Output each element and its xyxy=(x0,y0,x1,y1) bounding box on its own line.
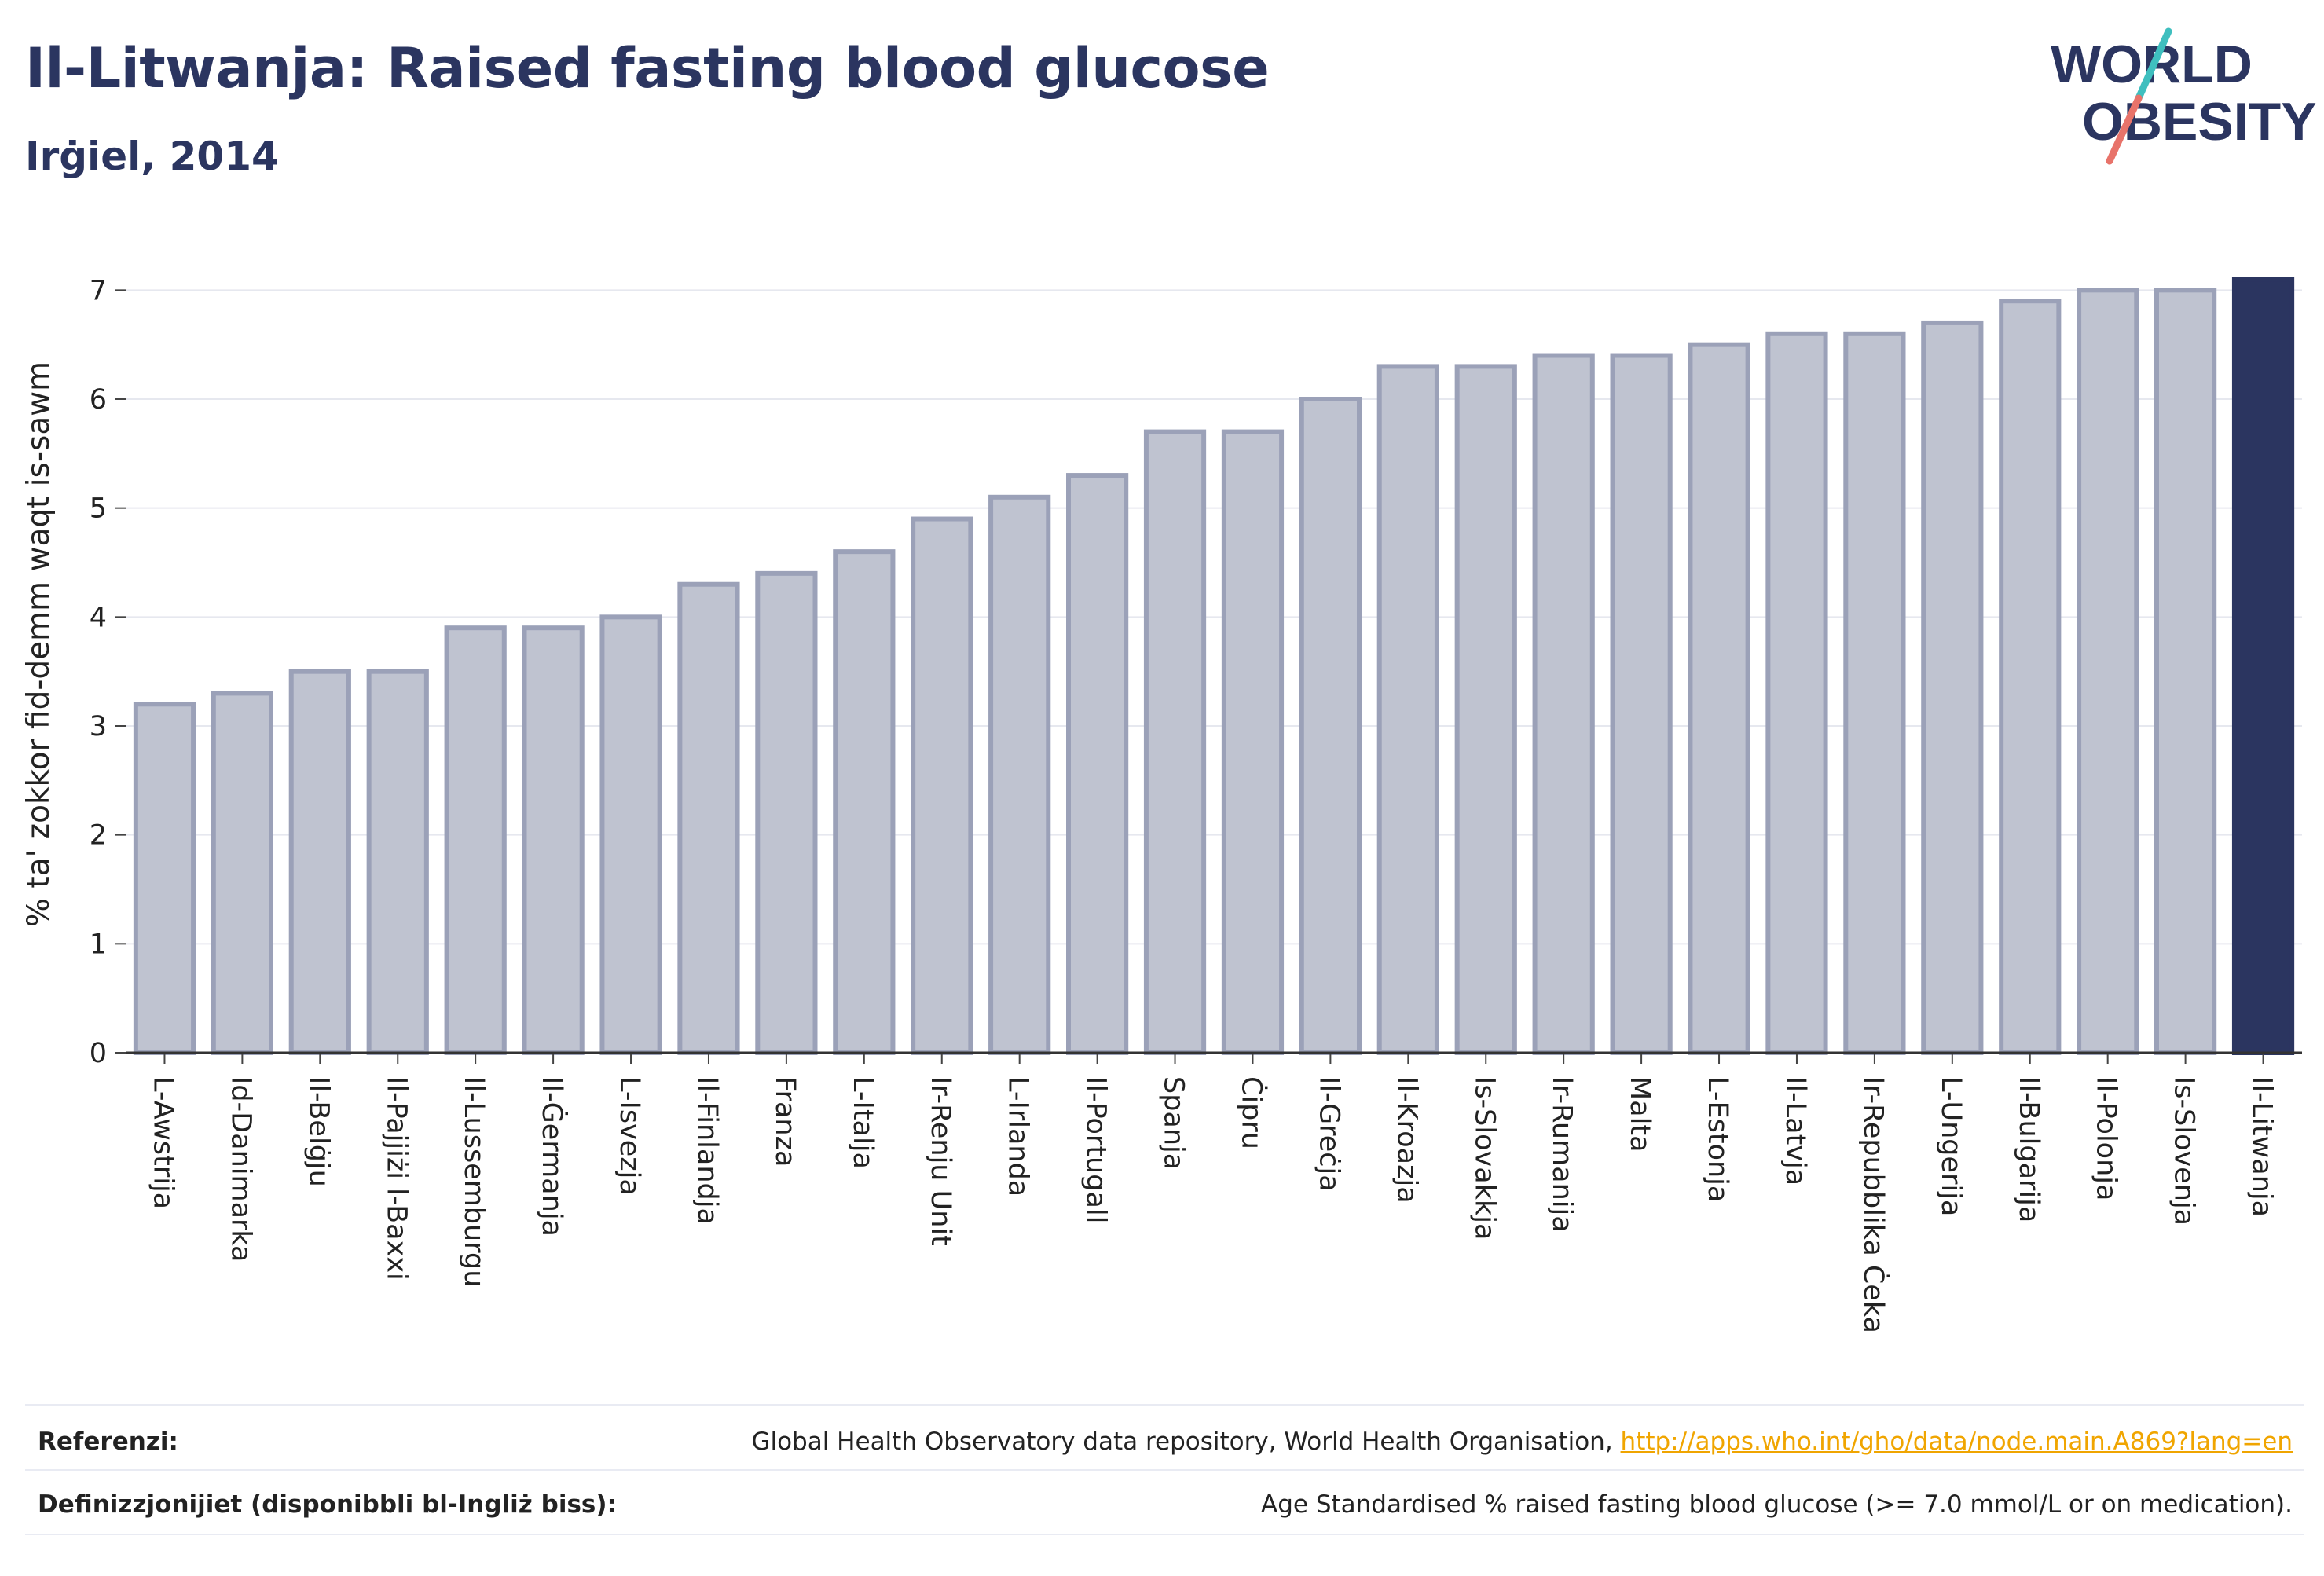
logo-slash-teal xyxy=(2135,27,2172,102)
bar xyxy=(599,614,662,1055)
x-tick-label: Il-Bulgarija xyxy=(2013,1076,2044,1222)
x-tick-label: Il-Polonja xyxy=(2091,1076,2122,1200)
bar xyxy=(2154,288,2217,1056)
x-tick-label: Id-Danimarka xyxy=(225,1076,256,1263)
bar xyxy=(1066,473,1129,1055)
y-tick-label: 2 xyxy=(90,820,107,852)
y-tick-label: 0 xyxy=(90,1038,107,1069)
y-tick-label: 4 xyxy=(90,602,107,633)
bar xyxy=(522,625,585,1055)
bar xyxy=(288,669,351,1056)
footer-divider-bottom xyxy=(25,1534,2304,1535)
references-row: Referenzi: Global Health Observatory dat… xyxy=(38,1426,2293,1457)
definitions-text: Age Standardised % raised fasting blood … xyxy=(1261,1490,2293,1519)
y-tick-label: 5 xyxy=(90,493,107,525)
x-tick-label: Il-Litwanja xyxy=(2246,1076,2278,1217)
references-link[interactable]: http://apps.who.int/gho/data/node.main.A… xyxy=(1620,1428,2293,1456)
bar xyxy=(1921,320,1984,1055)
bar xyxy=(1688,342,1750,1055)
x-tick-label: Il-Portugall xyxy=(1080,1076,1112,1223)
bar xyxy=(1221,429,1285,1055)
chart-title: Il-Litwanja: Raised fasting blood glucos… xyxy=(25,36,1270,101)
x-tick-label: L-Italja xyxy=(847,1076,878,1169)
footer-divider-middle xyxy=(25,1469,2304,1471)
footer-divider-top xyxy=(25,1404,2304,1406)
bar xyxy=(444,625,507,1055)
x-tick-label: L-Estonja xyxy=(1702,1076,1733,1202)
y-tick-label: 3 xyxy=(90,711,107,742)
bar xyxy=(2077,288,2139,1056)
y-tick-label: 1 xyxy=(90,929,107,960)
bar xyxy=(1843,331,1906,1055)
bar xyxy=(211,691,273,1056)
bar-chart: 0 1 2 3 4 5 6 7 % ta' zokkor fid-demm waqt is-sa… xyxy=(21,275,2302,1333)
bar xyxy=(677,581,740,1055)
x-tick-label: Il-Kroazja xyxy=(1391,1076,1422,1204)
bar xyxy=(133,702,196,1055)
x-tick-label: Malta xyxy=(1624,1076,1655,1153)
y-axis-label: % ta' zokkor fid-demm waqt is-sawm xyxy=(21,361,57,927)
x-tick-label: Is-Slovenja xyxy=(2168,1076,2200,1226)
x-tick-label: L-Awstrija xyxy=(147,1076,178,1209)
bar xyxy=(1143,429,1207,1055)
x-tick-label: Il-Belġju xyxy=(302,1076,334,1187)
bar xyxy=(1610,353,1673,1055)
world-obesity-logo: WORLD OBESITY xyxy=(2051,27,2317,165)
x-tick-label: L-Isvezja xyxy=(614,1076,645,1196)
x-tick-label: L-Irlanda xyxy=(1003,1076,1034,1197)
bar xyxy=(1454,364,1517,1055)
bar xyxy=(1299,397,1362,1055)
bar xyxy=(366,669,429,1056)
bar xyxy=(1376,364,1439,1055)
x-tick-label: Il-Lussemburgu xyxy=(458,1076,489,1287)
references-text: Global Health Observatory data repositor… xyxy=(751,1428,1621,1456)
x-tick-label: Ċipru xyxy=(1235,1076,1268,1149)
references-value: Global Health Observatory data repositor… xyxy=(751,1428,2293,1456)
x-tick-label: Il-Latvja xyxy=(1780,1076,1811,1186)
x-tick-label: Franza xyxy=(769,1076,801,1167)
bar xyxy=(988,494,1051,1055)
x-tick-label: Il-Greċja xyxy=(1313,1076,1344,1192)
references-label: Referenzi: xyxy=(38,1428,178,1456)
bar xyxy=(2231,277,2295,1055)
bar xyxy=(1999,299,2062,1055)
x-tick-label: L-Ungerija xyxy=(1935,1076,1967,1216)
x-tick-label: Il-Finlandja xyxy=(691,1076,723,1225)
definitions-label: Definizzjonijiet (disponibbli bl-Ingliż … xyxy=(38,1490,617,1519)
y-tick-label: 7 xyxy=(90,275,107,306)
bar xyxy=(1765,331,1828,1055)
x-tick-label: Spanja xyxy=(1158,1076,1189,1170)
bar xyxy=(911,516,973,1055)
x-tick-label: Ir-Renju Unit xyxy=(925,1076,956,1246)
x-tick-label: Il-Ġermanja xyxy=(536,1076,569,1237)
bar xyxy=(1532,353,1595,1055)
y-tick-label: 6 xyxy=(90,384,107,416)
logo-slash-coral xyxy=(2106,94,2143,165)
x-tick-label: Ir-Repubblika Ċeka xyxy=(1857,1076,1890,1333)
definitions-row: Definizzjonijiet (disponibbli bl-Ingliż … xyxy=(38,1489,2293,1520)
bar xyxy=(833,549,896,1055)
x-tick-label: Is-Slovakkja xyxy=(1468,1076,1500,1240)
bar xyxy=(755,570,818,1055)
x-tick-label: Il-Pajjiżi l-Baxxi xyxy=(380,1076,412,1281)
chart-subtitle: Irġiel, 2014 xyxy=(25,134,279,179)
x-tick-label: Ir-Rumanija xyxy=(1546,1076,1578,1233)
